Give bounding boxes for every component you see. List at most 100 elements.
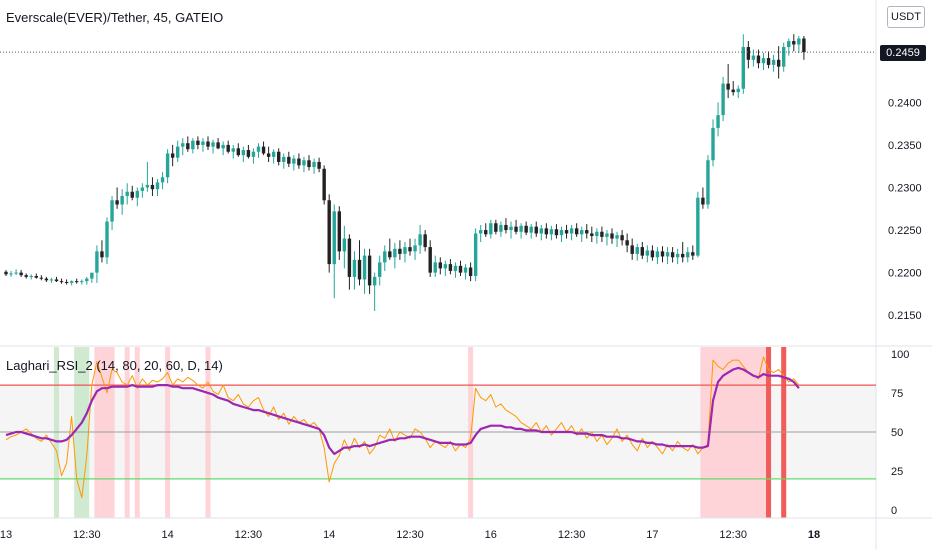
price-tick-label: 0.2200 [888, 268, 922, 280]
time-tick-label: 12:30 [558, 529, 586, 541]
candle-body [706, 160, 710, 205]
candle-body [110, 200, 114, 222]
candle-body [282, 156, 286, 162]
candle-body [39, 277, 44, 279]
time-tick-label: 14 [161, 529, 173, 541]
candle-body [675, 253, 680, 258]
candle-body [524, 225, 528, 233]
axes-layer: 0.2150 0.2200 0.2250 0.2300 0.2350 0.2400 0 25 5… [0, 97, 922, 541]
candle-body [645, 250, 650, 256]
candle-body [519, 225, 523, 232]
candle-body [504, 224, 508, 231]
candle-body [287, 156, 291, 164]
rsi-tick-label: 100 [891, 349, 909, 361]
candle-body [615, 235, 619, 239]
candle-body [534, 226, 538, 234]
symbol-title[interactable]: Everscale(EVER)/Tether, 45, GATEIO [6, 10, 224, 25]
candle-body [610, 233, 614, 239]
candle-body [236, 148, 240, 156]
candle-body [539, 228, 543, 234]
candle-body [686, 252, 690, 258]
candle-body [731, 89, 735, 93]
candle-body [736, 88, 740, 93]
candle-body [302, 160, 306, 166]
candle-body [453, 265, 458, 271]
candle-body [569, 228, 574, 234]
time-tick-label: 12:30 [235, 529, 263, 541]
candle-body [509, 226, 513, 231]
candle-body [468, 267, 473, 277]
candle-body [297, 158, 301, 166]
rsi-layer [5, 356, 800, 499]
candle-body [196, 140, 200, 145]
candle-body [95, 251, 99, 273]
candle-body [564, 230, 569, 234]
candle-body [408, 247, 412, 252]
candle-body [660, 251, 665, 257]
currency-button[interactable]: USDT [887, 6, 925, 28]
candle-body [216, 142, 220, 149]
candle-body [428, 247, 432, 273]
candle-body [24, 275, 28, 277]
candle-body [756, 55, 761, 64]
candle-body [650, 250, 655, 258]
candle-body [625, 240, 629, 246]
candle-body [792, 41, 796, 45]
candle-body [271, 151, 276, 157]
candle-body [59, 281, 64, 283]
candle-body [150, 184, 155, 190]
candle-body [155, 182, 160, 190]
rsi-tick-label: 25 [891, 466, 903, 478]
candle-body [231, 148, 235, 152]
candle-body [655, 251, 660, 258]
candle-body [544, 228, 549, 235]
candle-body [605, 233, 609, 237]
candle-body [64, 282, 69, 283]
candle-body [640, 247, 644, 256]
candle-body [787, 41, 791, 48]
candle-body [489, 223, 493, 235]
candle-body [44, 278, 49, 281]
candle-body [782, 47, 786, 67]
candle-body [130, 191, 134, 198]
candle-body [696, 197, 700, 256]
candle-body [559, 230, 564, 236]
candle-body [771, 59, 776, 65]
candle-body [484, 230, 488, 235]
candle-body [746, 47, 751, 60]
candle-body [549, 229, 554, 235]
candle-body [186, 143, 190, 150]
indicator-title[interactable]: Laghari_RSI_2 (14, 80, 20, 60, D, 14) [6, 358, 223, 373]
candle-body [443, 264, 448, 269]
time-tick-label: 12:30 [396, 529, 424, 541]
candle-body [473, 233, 478, 277]
candle-body [357, 259, 362, 280]
candle-body [261, 146, 266, 154]
candle-body [277, 151, 281, 162]
rsi-slow-line [5, 366, 800, 455]
price-tick-label: 0.2300 [888, 183, 922, 195]
rsi-tick-label: 0 [891, 505, 897, 517]
candle-body [423, 234, 427, 248]
candle-body [499, 224, 503, 232]
candle-body [372, 276, 377, 286]
candle-body [85, 278, 89, 282]
candle-body [711, 127, 715, 161]
candle-body [529, 226, 533, 233]
candle-body [766, 58, 771, 65]
candle-body [135, 190, 139, 198]
price-tick-label: 0.2250 [888, 225, 922, 237]
candle-body [701, 197, 705, 205]
candle-body [383, 251, 387, 263]
candle-body [211, 142, 215, 147]
candle-body [691, 252, 695, 256]
candle-body [206, 141, 210, 147]
candle-body [19, 272, 23, 276]
candle-body [463, 267, 468, 273]
candle-body [160, 177, 165, 183]
candle-body [181, 143, 185, 147]
candle-body [433, 262, 437, 273]
candle-body [378, 262, 382, 277]
